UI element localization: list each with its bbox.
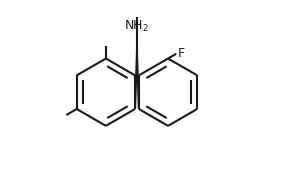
Text: F: F: [178, 47, 185, 60]
Text: NH$_2$: NH$_2$: [124, 19, 150, 34]
